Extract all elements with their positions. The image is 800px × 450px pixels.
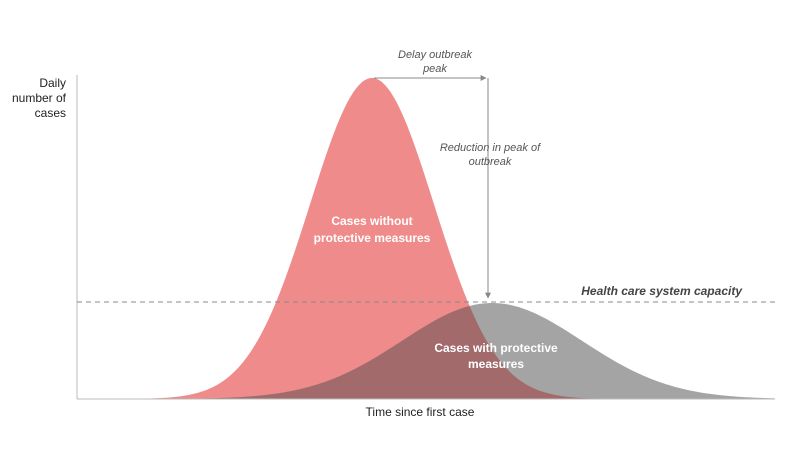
curve-label: Cases with protective — [434, 341, 558, 355]
curve-label: measures — [468, 357, 524, 371]
reduction-label: Reduction in peak of — [440, 142, 541, 154]
curve-label: Cases without — [331, 214, 412, 228]
capacity-label: Health care system capacity — [581, 284, 743, 298]
curve-label: protective measures — [314, 231, 431, 245]
x-label: Time since first case — [366, 405, 475, 419]
y-label: Daily — [39, 76, 66, 90]
y-label: number of — [12, 91, 67, 105]
curve-without-measures — [80, 78, 700, 399]
reduction-label: outbreak — [469, 156, 512, 168]
delay-label: peak — [422, 63, 447, 75]
y-label: cases — [35, 106, 66, 120]
delay-label: Delay outbreak — [398, 49, 472, 61]
